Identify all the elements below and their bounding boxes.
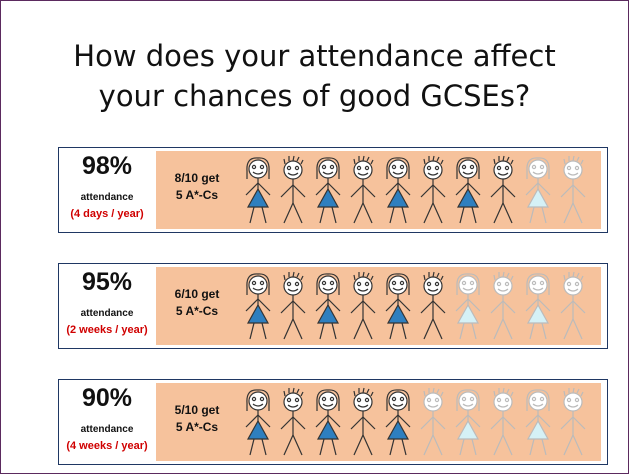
- attendance-row: 95% attendance (2 weeks / year) 6/10 get…: [58, 263, 608, 349]
- title-line: How does your attendance affect: [1, 39, 628, 73]
- result-panel: 6/10 get 5 A*-Cs: [156, 267, 601, 345]
- result: 6/10 get: [162, 287, 232, 301]
- result: 5/10 get: [162, 403, 232, 417]
- figures: [241, 155, 596, 225]
- absence: (4 weeks / year): [59, 440, 155, 452]
- grade: 5 A*-Cs: [162, 304, 232, 318]
- percent: 90%: [59, 384, 155, 413]
- absence: (2 weeks / year): [59, 324, 155, 336]
- grade: 5 A*-Cs: [162, 188, 232, 202]
- slide: How does your attendance affect your cha…: [0, 0, 629, 474]
- result: 8/10 get: [162, 171, 232, 185]
- grade: 5 A*-Cs: [162, 420, 232, 434]
- absence: (4 days / year): [59, 208, 155, 220]
- figures: [241, 271, 596, 341]
- attendance-row: 98% attendance (4 days / year) 8/10 get …: [58, 147, 608, 233]
- title-line: your chances of good GCSEs?: [1, 79, 628, 113]
- attendance-label: attendance: [59, 192, 155, 203]
- percent: 98%: [59, 152, 155, 181]
- attendance-box: 90% attendance (4 weeks / year): [59, 380, 155, 464]
- attendance-label: attendance: [59, 308, 155, 319]
- attendance-label: attendance: [59, 424, 155, 435]
- percent: 95%: [59, 268, 155, 297]
- attendance-box: 95% attendance (2 weeks / year): [59, 264, 155, 348]
- attendance-row: 90% attendance (4 weeks / year) 5/10 get…: [58, 379, 608, 465]
- result-panel: 8/10 get 5 A*-Cs: [156, 151, 601, 229]
- attendance-box: 98% attendance (4 days / year): [59, 148, 155, 232]
- figures: [241, 387, 596, 457]
- result-panel: 5/10 get 5 A*-Cs: [156, 383, 601, 461]
